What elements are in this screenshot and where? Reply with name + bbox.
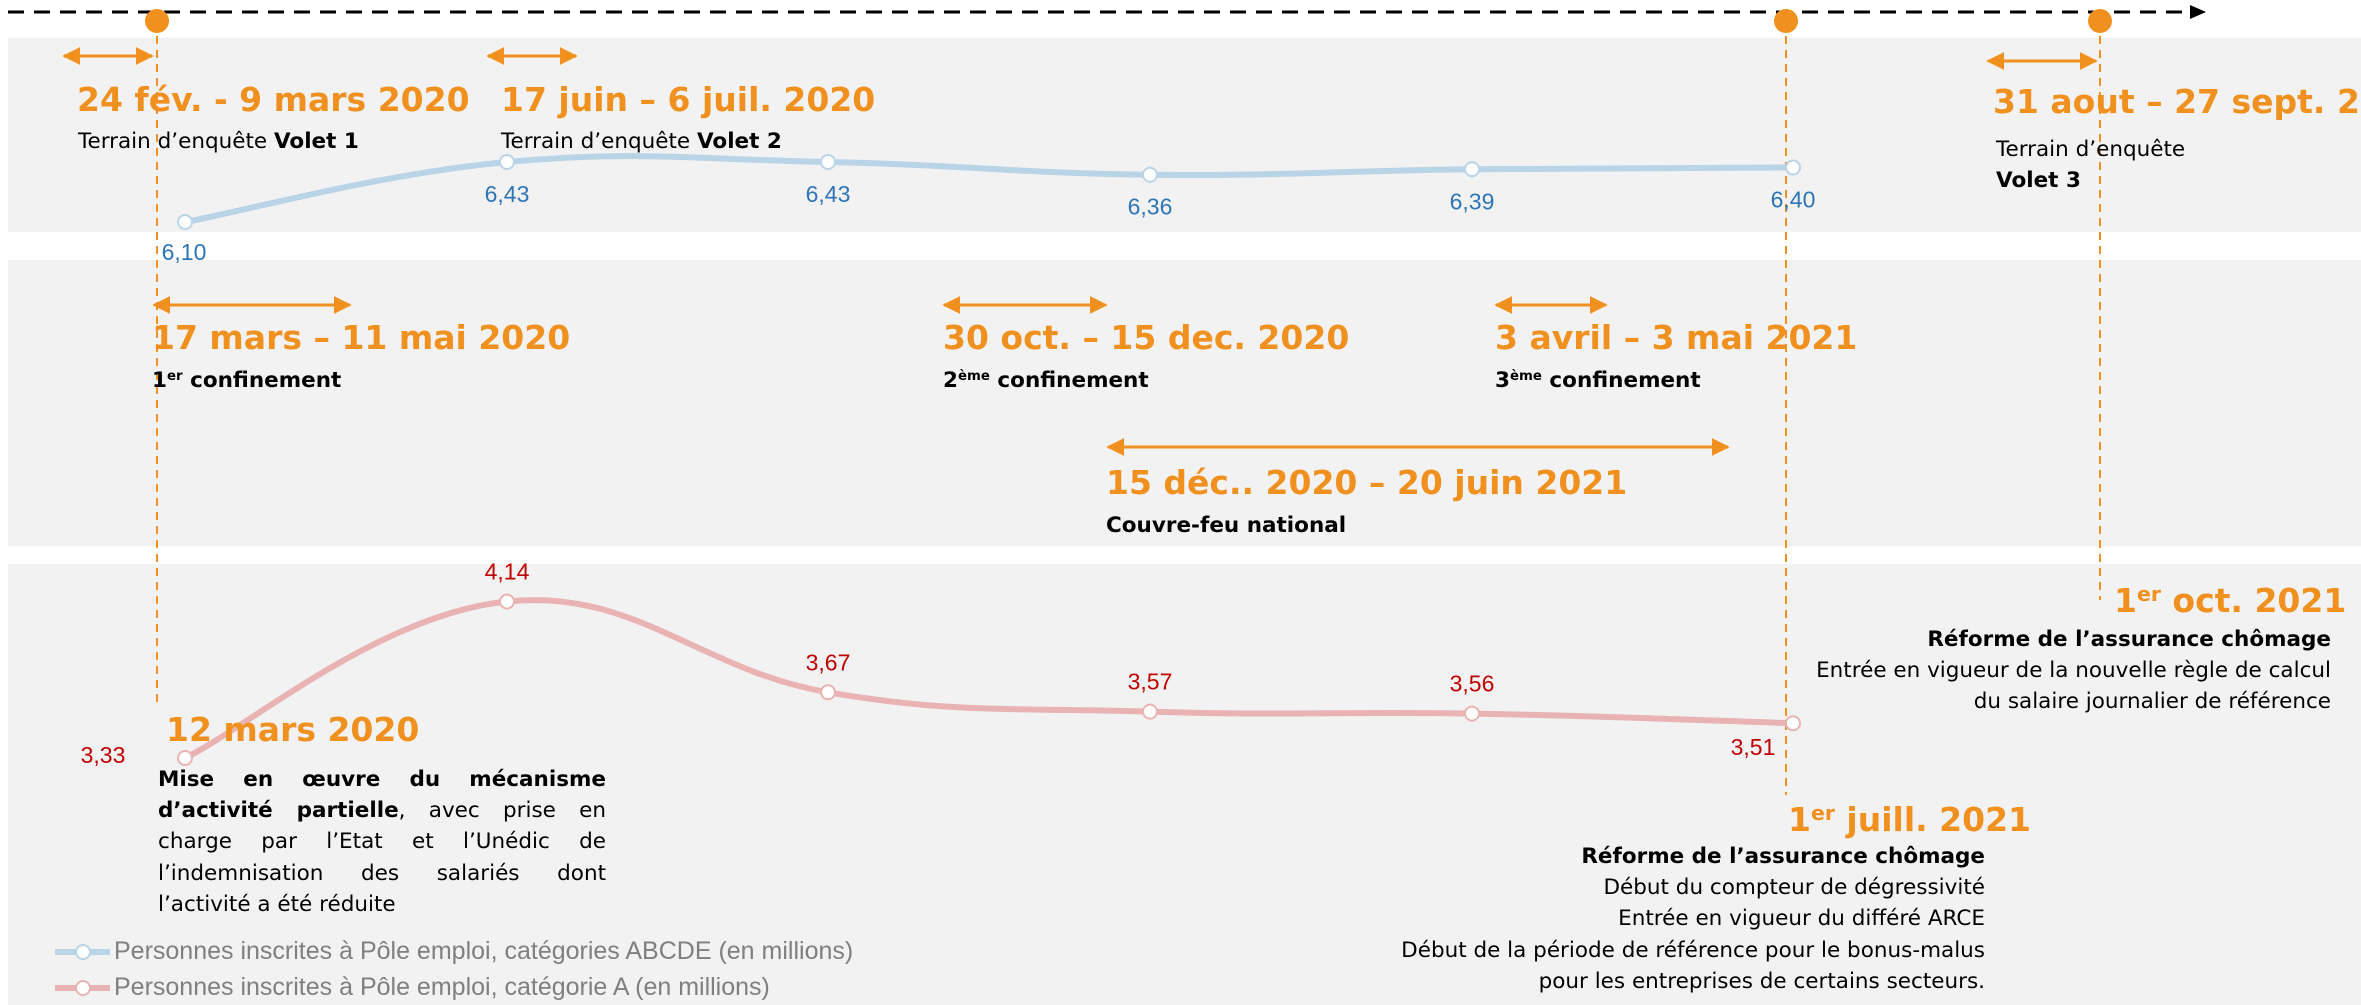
data-point-abcde-0 (177, 214, 193, 230)
legend-label-abcde: Personnes inscrites à Pôle emploi, catég… (114, 937, 854, 965)
period-desc-volet3: Terrain d’enquête Volet 3 (1996, 137, 2186, 194)
data-label-a-3: 3,57 (1128, 669, 1173, 695)
event-line-jul2021-4: pour les entreprises de certains secteur… (1538, 968, 1985, 994)
data-label-a-0: 3,33 (81, 742, 126, 768)
band-unemployment (8, 564, 2361, 1005)
event-title-jul2021: Réforme de l’assurance chômage (1581, 844, 1985, 869)
event-date-oct2021: 1er oct. 2021 (2114, 581, 2347, 620)
event-dot-mar2020 (145, 9, 169, 33)
period-date-volet3: 31 aout – 27 sept. 2021 (1993, 82, 2361, 121)
series-abcde: 6,10 6,43 6,43 6,36 6,39 6,40 (162, 153, 1816, 265)
series-line-abcde (182, 153, 1796, 225)
data-label-abcde-5: 6,40 (1771, 186, 1816, 212)
data-point-abcde-4 (1464, 161, 1480, 178)
data-point-abcde-2 (820, 154, 836, 171)
event-line-jul2021-2: Entrée en vigueur du différé ARCE (1618, 906, 1985, 932)
data-point-a-3 (1142, 703, 1158, 720)
period-desc-conf1: 1er confinement (152, 368, 342, 393)
event-desc-mar2020: Mise en œuvre du mécanisme d’activité pa… (158, 767, 606, 917)
period-date-conf1: 17 mars – 11 mai 2020 (152, 318, 571, 357)
period-date-volet2: 17 juin – 6 juil. 2020 (501, 80, 876, 119)
legend-marker-a (75, 980, 91, 996)
period-date-conf2: 30 oct. – 15 dec. 2020 (943, 318, 1350, 357)
data-point-a-2 (820, 684, 836, 701)
event-desc-oct2021: Réforme de l’assurance chômage Entrée en… (1816, 624, 2331, 718)
event-line-jul2021-3: Début de la période de référence pour le… (1401, 937, 1985, 963)
data-label-abcde-1: 6,43 (485, 181, 530, 207)
legend-label-a: Personnes inscrites à Pôle emploi, catég… (114, 973, 770, 1001)
series-line-a (182, 597, 1796, 761)
period-desc-curfew: Couvre-feu national (1106, 513, 1347, 538)
data-point-abcde-1 (499, 154, 515, 171)
event-line-oct2021-2: du salaire journalier de référence (1973, 689, 2331, 715)
data-label-a-1: 4,14 (485, 559, 530, 585)
data-label-abcde-4: 6,39 (1450, 188, 1495, 214)
data-label-abcde-3: 6,36 (1128, 194, 1173, 220)
data-label-a-2: 3,67 (806, 649, 851, 675)
data-point-a-4 (1464, 705, 1480, 722)
data-point-abcde-5 (1785, 159, 1801, 176)
data-point-abcde-3 (1142, 166, 1158, 183)
event-dot-jul2021 (1774, 9, 1798, 33)
period-desc-conf3: 3ème confinement (1495, 368, 1701, 393)
event-desc-jul2021: Réforme de l’assurance chômage Début du … (1401, 841, 1985, 997)
legend-marker-abcde (75, 944, 91, 960)
period-date-conf3: 3 avril – 3 mai 2021 (1495, 318, 1858, 357)
period-desc-conf2: 2ème confinement (943, 368, 1149, 393)
event-dot-oct2021 (2088, 9, 2112, 33)
event-date-mar2020: 12 mars 2020 (166, 710, 420, 749)
data-point-a-5 (1785, 715, 1801, 732)
event-line-jul2021-1: Début du compteur de dégressivité (1603, 875, 1985, 901)
data-label-abcde-2: 6,43 (806, 181, 851, 207)
period-desc-volet2: Terrain d’enquête Volet 2 (501, 129, 782, 154)
data-point-a-0 (177, 750, 193, 766)
series-a: 3,33 4,14 3,67 3,57 3,56 3,51 (81, 559, 1801, 768)
period-date-curfew: 15 déc.. 2020 – 20 juin 2021 (1106, 463, 1628, 502)
band-survey (8, 38, 2361, 232)
data-label-a-4: 3,56 (1450, 671, 1495, 697)
period-date-volet1: 24 fév. - 9 mars 2020 (77, 80, 470, 119)
event-line-oct2021-1: Entrée en vigueur de la nouvelle règle d… (1816, 658, 2331, 684)
data-point-a-1 (499, 593, 515, 610)
event-title-oct2021: Réforme de l’assurance chômage (1927, 627, 2331, 652)
data-label-a-5: 3,51 (1731, 734, 1776, 760)
event-date-jul2021: 1er juill. 2021 (1788, 800, 2032, 839)
timeline-arrowhead (2190, 5, 2206, 19)
data-label-abcde-0: 6,10 (162, 239, 207, 265)
band-lockdowns (8, 260, 2361, 546)
period-desc-volet1: Terrain d’enquête Volet 1 (78, 129, 359, 154)
